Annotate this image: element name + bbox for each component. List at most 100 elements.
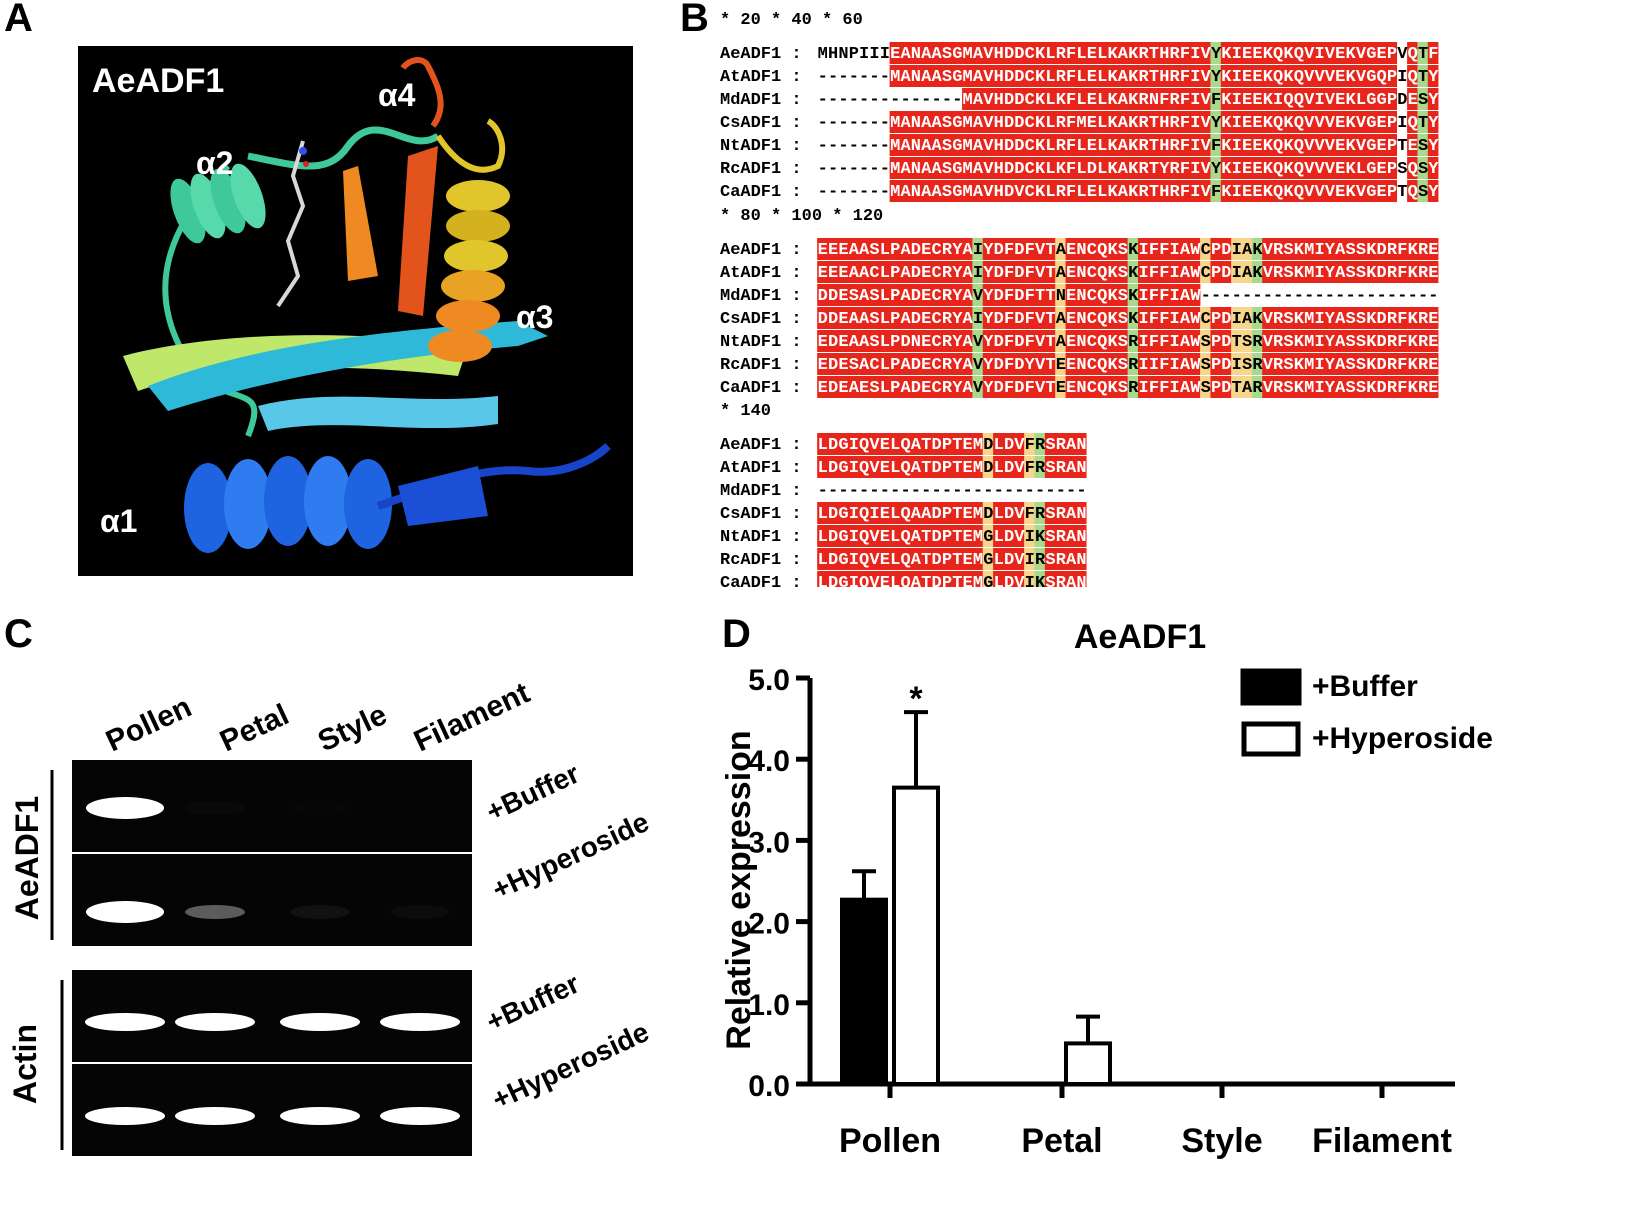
alignment-row: CaADF1 : LDGIQVELQATDPTEMGLDVIKSRAN bbox=[720, 571, 1087, 587]
residue-shading bbox=[1075, 180, 1087, 202]
residue-shading bbox=[1324, 134, 1335, 156]
residue-shading bbox=[972, 433, 984, 455]
residue-shading bbox=[972, 571, 984, 587]
residue-shading bbox=[1127, 88, 1139, 110]
residue-shading bbox=[827, 330, 839, 352]
residue-shading bbox=[1251, 111, 1263, 133]
residue-shading bbox=[1334, 157, 1346, 179]
residue-shading bbox=[1086, 330, 1097, 352]
residue-shading bbox=[1003, 433, 1015, 455]
residue-shading bbox=[1075, 111, 1087, 133]
residue-shading bbox=[993, 548, 1004, 570]
residue-shading bbox=[1334, 307, 1346, 329]
residue-shading bbox=[1148, 134, 1159, 156]
residue-shading bbox=[1231, 238, 1242, 260]
residue-shading bbox=[1303, 157, 1315, 179]
residue-shading bbox=[1044, 261, 1056, 283]
sequence-name: RcADF1 : bbox=[720, 356, 802, 375]
residue-shading bbox=[1251, 65, 1263, 87]
sequence-name: RcADF1 : bbox=[720, 551, 802, 570]
gel-band bbox=[86, 901, 164, 923]
residue-shading bbox=[1138, 157, 1149, 179]
residue-shading bbox=[817, 456, 828, 478]
residue-shading bbox=[1407, 330, 1418, 352]
residue-shading bbox=[1200, 238, 1211, 260]
lane-label-petal: Petal bbox=[215, 698, 294, 758]
residue-shading bbox=[1241, 180, 1253, 202]
residue-shading bbox=[1065, 307, 1077, 329]
helix-a3-shape bbox=[428, 180, 510, 362]
residue-shading bbox=[1179, 307, 1191, 329]
residue-shading bbox=[1086, 65, 1097, 87]
alignment-row: RcADF1 : -------MANAASGMAVHDDCKLKFLDLKAK… bbox=[720, 157, 1439, 179]
gel-band bbox=[390, 905, 450, 919]
residue-shading bbox=[889, 238, 901, 260]
gel-band bbox=[290, 801, 350, 815]
residue-shading bbox=[837, 433, 849, 455]
residue-shading bbox=[1407, 111, 1418, 133]
residue-shading bbox=[879, 456, 890, 478]
residue-shading bbox=[889, 548, 901, 570]
residue-shading bbox=[1106, 134, 1118, 156]
residue-shading bbox=[889, 307, 901, 329]
residue-shading bbox=[931, 238, 942, 260]
residue-shading bbox=[1231, 353, 1242, 375]
residue-shading bbox=[1251, 88, 1263, 110]
residue-shading bbox=[931, 134, 942, 156]
residue-shading bbox=[1282, 42, 1294, 64]
residue-shading bbox=[1096, 284, 1108, 306]
residue-shading bbox=[1024, 330, 1035, 352]
residue-shading bbox=[1386, 157, 1398, 179]
residue-shading bbox=[1044, 157, 1056, 179]
alignment-row: MdADF1 : -------------------------- bbox=[720, 482, 1087, 501]
residue-shading bbox=[962, 134, 973, 156]
residue-shading bbox=[1169, 65, 1180, 87]
residue-shading bbox=[1345, 180, 1356, 202]
residue-shading bbox=[1044, 376, 1056, 398]
residue-shading bbox=[1179, 42, 1191, 64]
residue-shading bbox=[1065, 456, 1077, 478]
residue-shading bbox=[931, 376, 942, 398]
residue-shading bbox=[1013, 571, 1025, 587]
residue-shading bbox=[1013, 525, 1025, 547]
residue-shading bbox=[1044, 330, 1056, 352]
residue-shading bbox=[1262, 376, 1273, 398]
residue-shading bbox=[1396, 238, 1408, 260]
residue-shading bbox=[1003, 502, 1015, 524]
residue-shading bbox=[1282, 376, 1294, 398]
residue-shading bbox=[1407, 261, 1418, 283]
residue-shading bbox=[1189, 330, 1201, 352]
residue-shading bbox=[837, 353, 849, 375]
residue-shading bbox=[889, 525, 901, 547]
residue-shading bbox=[982, 284, 994, 306]
residue-shading bbox=[1024, 88, 1035, 110]
gel-band bbox=[86, 797, 164, 819]
residue-shading bbox=[858, 525, 870, 547]
residue-shading bbox=[1427, 307, 1439, 329]
residue-shading bbox=[1117, 238, 1128, 260]
residue-shading bbox=[931, 353, 942, 375]
lane-label-filament: Filament bbox=[409, 676, 535, 758]
residue-shading bbox=[972, 456, 984, 478]
residue-shading bbox=[951, 376, 963, 398]
residue-shading bbox=[1365, 353, 1377, 375]
residue-shading bbox=[868, 376, 880, 398]
residue-shading bbox=[910, 65, 921, 87]
residue-shading bbox=[962, 238, 973, 260]
residue-shading bbox=[1241, 88, 1253, 110]
residue-shading bbox=[899, 456, 911, 478]
residue-shading bbox=[1106, 157, 1118, 179]
residue-shading bbox=[1303, 261, 1315, 283]
residue-shading bbox=[993, 42, 1004, 64]
residue-shading bbox=[1117, 157, 1128, 179]
residue-shading bbox=[1345, 330, 1356, 352]
residue-shading bbox=[1355, 376, 1366, 398]
residue-shading bbox=[1210, 42, 1222, 64]
residue-shading bbox=[1096, 376, 1108, 398]
residue-shading bbox=[1334, 353, 1346, 375]
residue-shading bbox=[941, 134, 952, 156]
residue-shading bbox=[827, 238, 839, 260]
residue-shading bbox=[1034, 330, 1046, 352]
gel-band bbox=[185, 801, 245, 815]
residue-shading bbox=[931, 502, 942, 524]
